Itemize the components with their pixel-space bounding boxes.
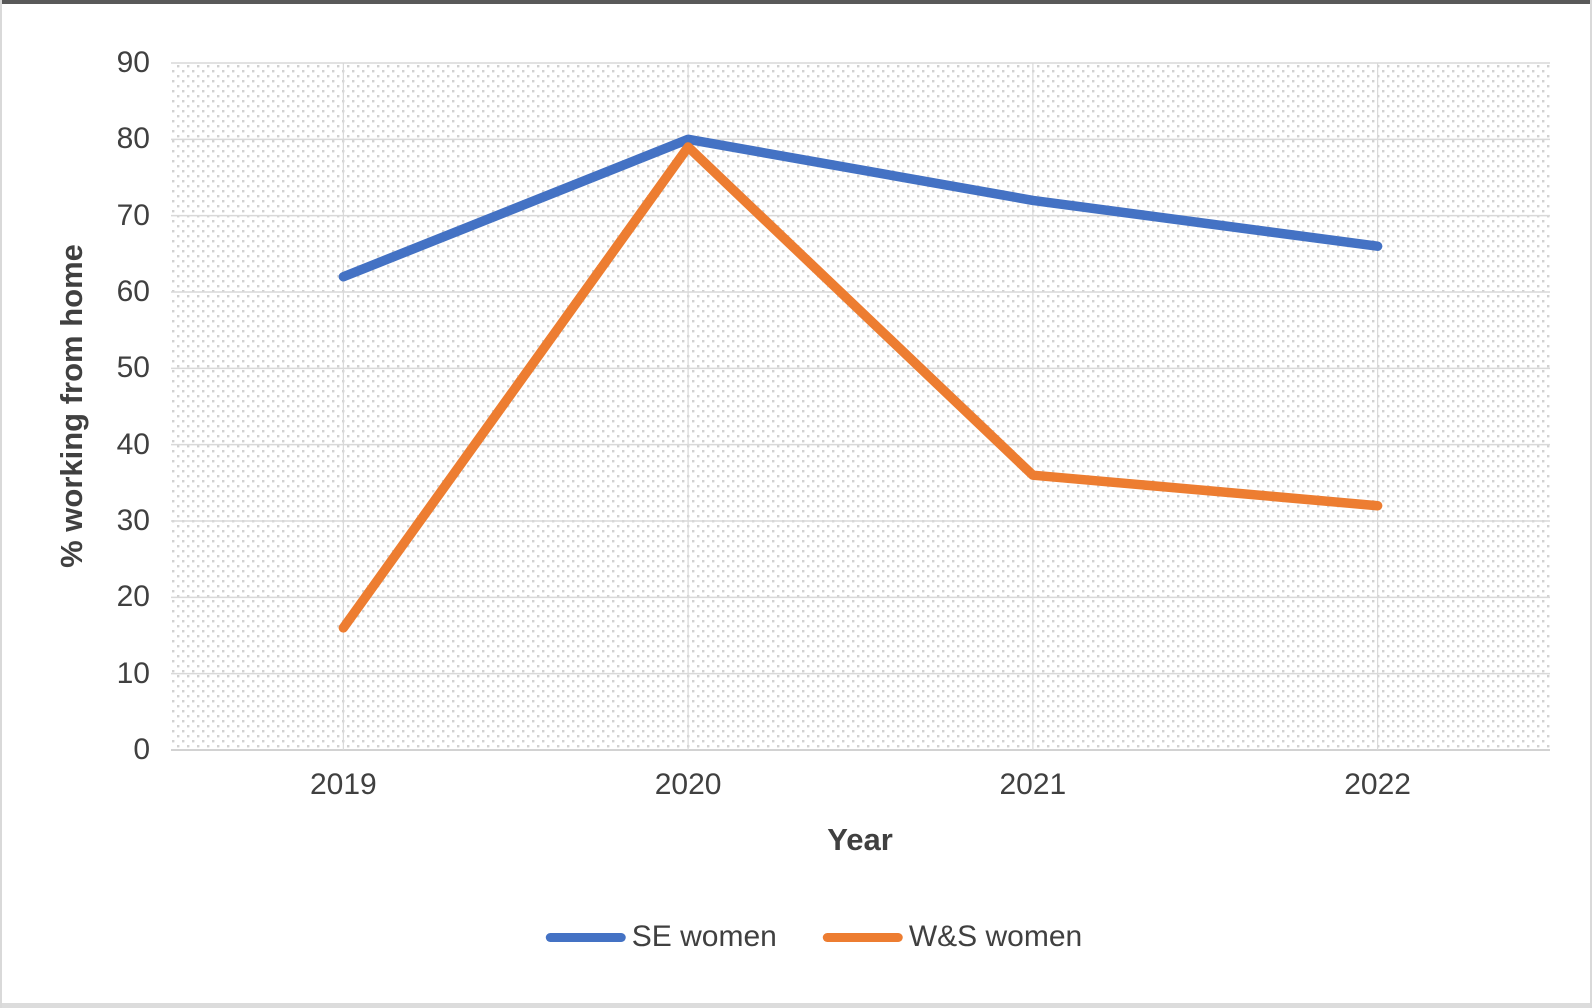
legend-line-swatch — [545, 932, 626, 942]
chart-legend: SE women W&S women — [545, 920, 1083, 954]
x-tick-label: 2019 — [310, 768, 377, 801]
y-tick-label: 50 — [116, 351, 150, 385]
legend-line-swatch — [822, 932, 903, 942]
legend-label: W&S women — [908, 920, 1083, 953]
x-axis-title: Year — [827, 822, 893, 857]
x-tick-label: 2020 — [654, 768, 722, 801]
y-tick-label: 0 — [133, 733, 150, 766]
legend-label: SE women — [631, 920, 777, 953]
legend-item-w-s-women: W&S women — [822, 920, 1083, 954]
series-line-se-women — [338, 134, 1383, 282]
y-tick-label: 60 — [116, 275, 150, 308]
x-tick-label: 2022 — [1344, 768, 1411, 801]
bottom-border-rule — [2, 1003, 1590, 1008]
x-tick-label: 2021 — [999, 768, 1067, 801]
top-border-rule — [2, 0, 1590, 4]
y-tick-label: 30 — [116, 504, 150, 537]
y-tick-label: 40 — [116, 427, 150, 461]
y-tick-label: 20 — [116, 580, 150, 614]
plot-area — [171, 63, 1550, 750]
y-tick-label: 80 — [116, 122, 150, 156]
y-tick-label: 90 — [116, 46, 150, 79]
legend-item-se-women: SE women — [545, 920, 777, 954]
y-tick-label: 10 — [116, 656, 150, 690]
series-line-w-s-women — [338, 142, 1383, 633]
y-tick-label: 70 — [116, 198, 150, 232]
